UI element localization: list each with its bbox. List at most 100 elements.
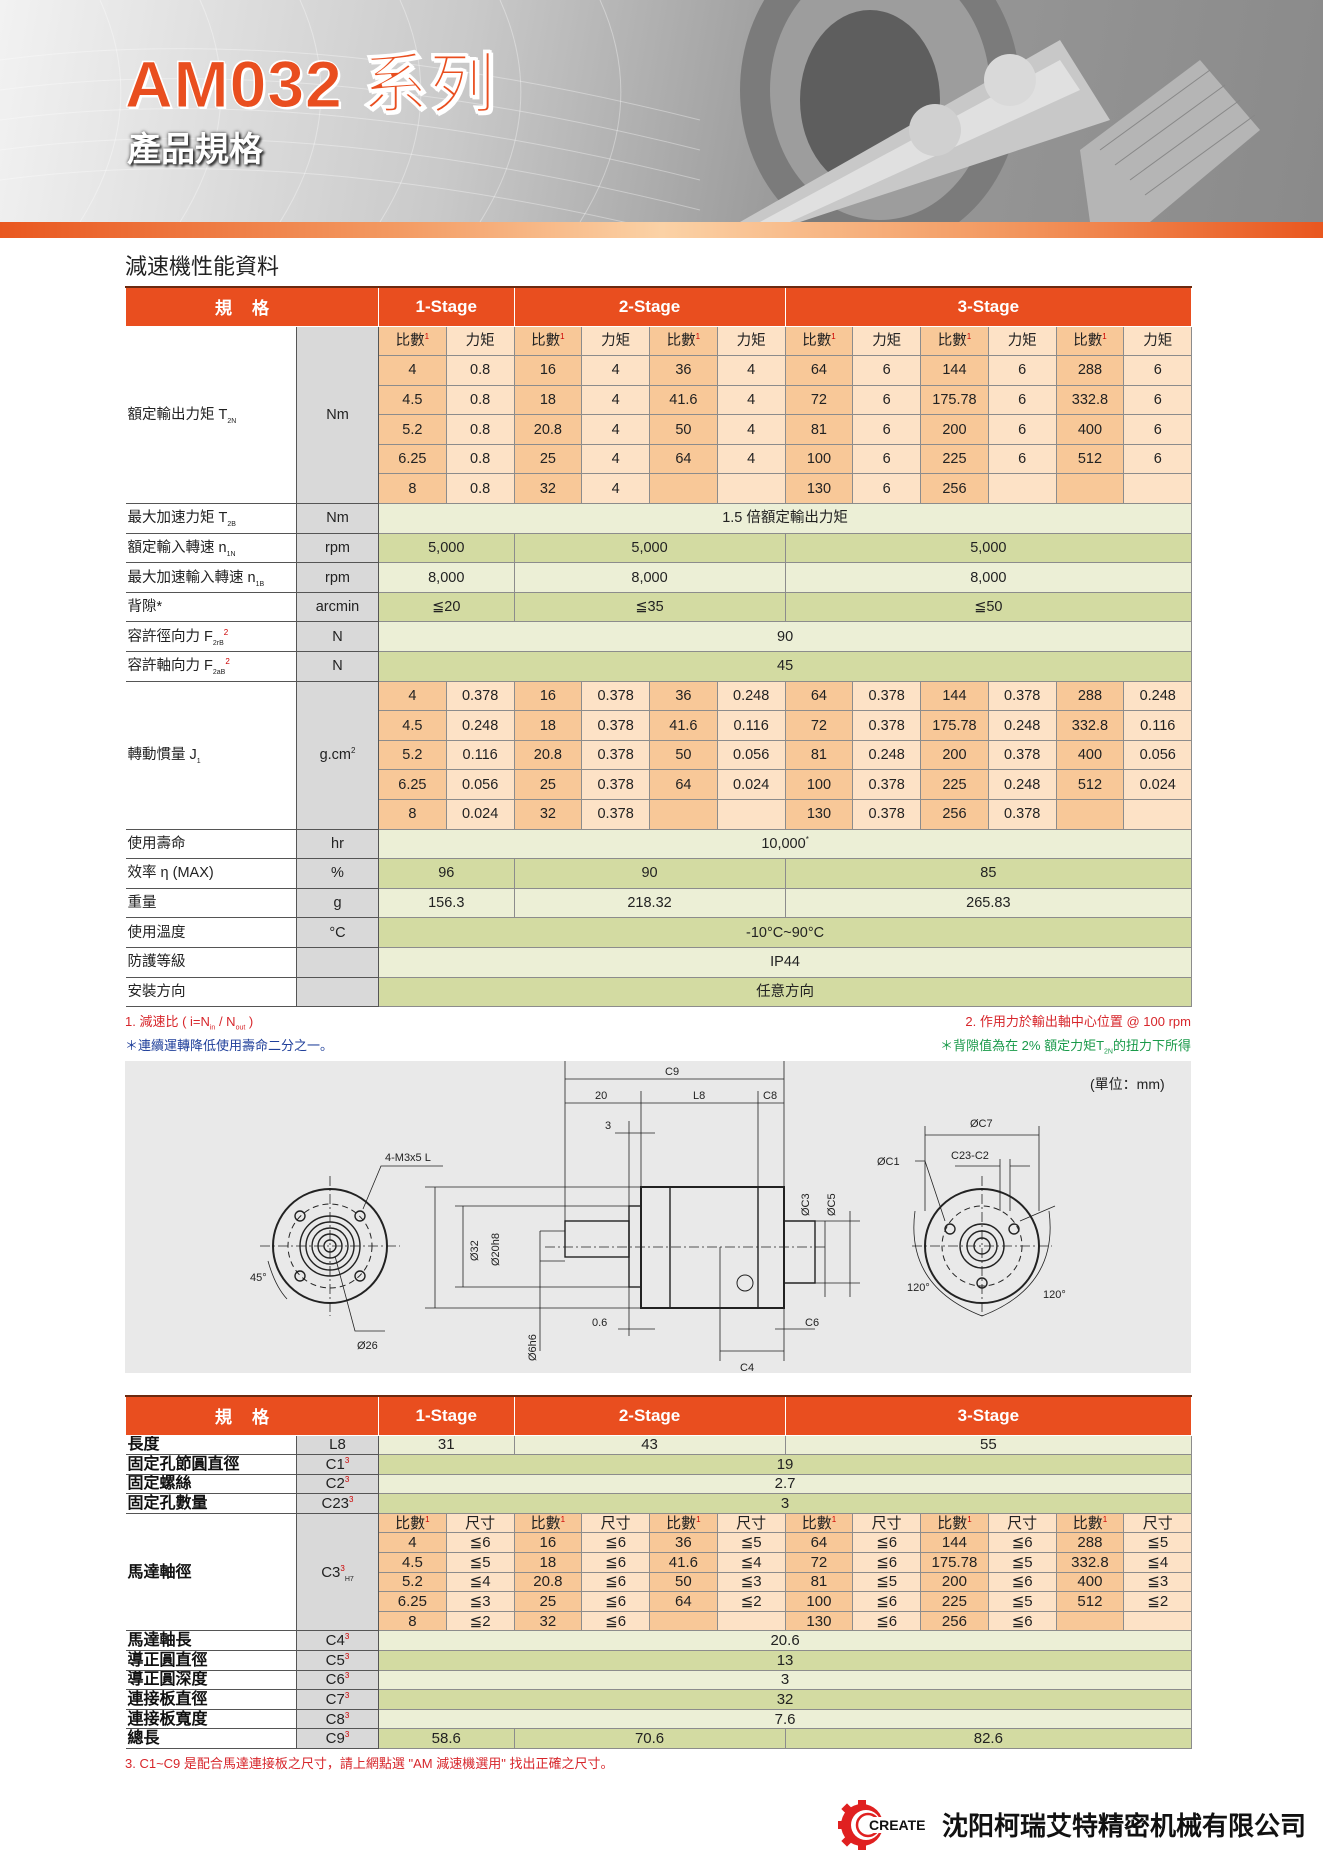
row-unit: C53 (296, 1650, 379, 1671)
footnote-row-2: ＊連續運轉降低使用壽命二分之一。 ＊背隙值為在 2% 額定力矩T2N的扭力下所得 (125, 1037, 1191, 1056)
ratio-note-ref: 1 (696, 1514, 701, 1524)
ratio-label: 比數 (802, 332, 832, 349)
ratio-cell: 144 (920, 1532, 989, 1554)
unit-note-ref: 3 (344, 1455, 350, 1465)
ratio-note-ref: 1 (966, 331, 972, 341)
value-cell: 0.024 (716, 769, 786, 800)
value-cell: 0.116 (1123, 710, 1193, 741)
row-unit: g (296, 887, 379, 919)
ratio-cell: 50 (649, 1571, 718, 1593)
row-unit: Nm (296, 325, 379, 505)
value-cell: 0.378 (581, 799, 651, 830)
table-row: 5.2 ≦4 20.8 ≦6 50 ≦3 81 ≦5 200 ≦6 400 ≦3 (126, 1571, 1193, 1593)
ratio-cell: 256 (920, 799, 989, 830)
label-c3: ØC3 (800, 1193, 812, 1216)
value-cell: ≦5 (987, 1591, 1057, 1612)
subheader-ratio: 比數1 (513, 325, 583, 357)
ratio-cell: 175.78 (920, 384, 989, 416)
footnote-1: 1. 減速比 ( i=Nin / Nout ) (125, 1013, 253, 1032)
value-cell: ≦6 (852, 1591, 922, 1612)
value-cell: 8,000 (378, 562, 515, 593)
value-cell: 0.378 (852, 710, 922, 741)
ratio-cell: 200 (920, 414, 989, 445)
label-d32: Ø32 (469, 1240, 481, 1261)
ratio-cell: 100 (784, 443, 854, 475)
row-unit: C83 (296, 1708, 379, 1730)
subheader-value: 力矩 (581, 325, 651, 357)
value-text: 43 (641, 1436, 658, 1454)
value-cell: ≦2 (445, 1610, 515, 1632)
value-cell: 32 (377, 1689, 1193, 1710)
table-row: 最大加速力矩 T2B Nm 1.5 倍額定輸出力矩 (125, 503, 1193, 534)
row-label: 最大加速輸入轉速 n1B (125, 562, 297, 593)
ratio-cell (1055, 473, 1125, 505)
header-row: 規格 1-Stage 2-Stage 3-Stage (125, 1395, 1193, 1436)
footnote-row-1: 1. 減速比 ( i=Nin / Nout ) 2. 作用力於輸出軸中心位置 @… (125, 1013, 1191, 1032)
value-cell: 55 (784, 1434, 1193, 1456)
ratio-label: 比數 (666, 1514, 697, 1532)
row-unit: C13 (296, 1454, 379, 1475)
subheader-row: 馬達軸徑 C33H7 比數1 尺寸 比數1 尺寸 比數1 尺寸 比數1 尺寸 比數1 尺寸 比數1 尺寸 (125, 1512, 1193, 1632)
footnote-star-2-text: ＊背隙值為在 2% 額定力矩T (940, 1038, 1105, 1054)
label-120deg-right: 120° (1043, 1289, 1066, 1301)
value-text: 3 (780, 1495, 790, 1513)
row-unit: C23 (296, 1473, 379, 1495)
value-cell: ≦6 (581, 1610, 651, 1632)
value-cell: 4 (581, 443, 651, 475)
row-label: 重量 (125, 887, 297, 919)
row-unit: C33 H7 (296, 1512, 379, 1632)
row-label: 轉動慣量 J1 (125, 680, 297, 830)
row-label: 固定孔數量 (125, 1493, 297, 1514)
ratio-cell: 20.8 (513, 414, 583, 445)
footnote-star-2-sub: 2N (1104, 1048, 1113, 1056)
subheader-ratio: 比數1 (378, 1512, 447, 1534)
value-cell: ≦20 (378, 591, 515, 623)
row-label-text: 效率 η (MAX) (127, 865, 214, 882)
row-label-text: 使用壽命 (127, 835, 186, 852)
value-text: ≦50 (974, 599, 1003, 616)
ratio-cell: 175.78 (920, 710, 989, 741)
table-row: 6.25 0.8 25 4 64 4 100 6 225 6 512 6 (126, 443, 1193, 475)
row-unit: L8 (296, 1434, 379, 1456)
value-cell: 6 (1123, 414, 1193, 445)
footnote-star-2-end: 的扭力下所得 (1112, 1038, 1191, 1054)
row-unit: Nm (296, 503, 379, 534)
value-cell (716, 799, 786, 830)
value-cell: ≦4 (1123, 1552, 1193, 1573)
unit-text: g.cm (319, 747, 351, 764)
unit-note-ref: 3 (344, 1651, 350, 1661)
subheader-ratio: 比數1 (649, 325, 718, 357)
table-row: 5.2 0.116 20.8 0.378 50 0.056 81 0.248 200 0.378 4… (126, 739, 1193, 771)
header-stage-2: 2-Stage (513, 286, 786, 327)
value-superscript: * (805, 835, 809, 845)
value-text: 19 (776, 1455, 794, 1473)
value-cell (716, 1610, 786, 1632)
footnote-star-1: ＊連續運轉降低使用壽命二分之一。 (125, 1038, 334, 1054)
value-cell: 0.248 (987, 769, 1057, 800)
row-label: 馬達軸徑 (125, 1512, 297, 1632)
row-unit: arcmin (296, 591, 379, 623)
table-row: 8 0.8 32 4 130 6 256 (126, 473, 1193, 505)
value-text: 70.6 (634, 1730, 665, 1748)
ratio-cell: 8 (378, 799, 447, 830)
subheader-ratio: 比數1 (784, 325, 854, 357)
ratio-cell: 400 (1055, 1571, 1125, 1593)
ratio-note-ref: 1 (560, 1514, 566, 1524)
row-label-superscript: 2 (223, 627, 229, 637)
ratio-cell: 20.8 (513, 1571, 583, 1593)
value-cell: 0.116 (445, 739, 515, 771)
row-label-text: 容許軸向力 F (127, 658, 213, 675)
value-text: 58.6 (431, 1730, 461, 1748)
ratio-cell: 175.78 (920, 1552, 989, 1573)
value-cell: ≦4 (445, 1571, 515, 1593)
value-cell: 0.248 (445, 710, 515, 741)
value-cell (987, 473, 1057, 505)
unit-text: C2 (325, 1475, 345, 1493)
value-cell: 6 (852, 443, 922, 475)
ratio-cell: 225 (920, 769, 989, 800)
value-cell: 8,000 (513, 562, 786, 593)
product-title: AM032 系列 (124, 47, 497, 121)
ratio-cell: 130 (784, 799, 854, 830)
row-label: 總長 (125, 1728, 297, 1749)
ratio-note-ref: 1 (425, 1514, 430, 1524)
